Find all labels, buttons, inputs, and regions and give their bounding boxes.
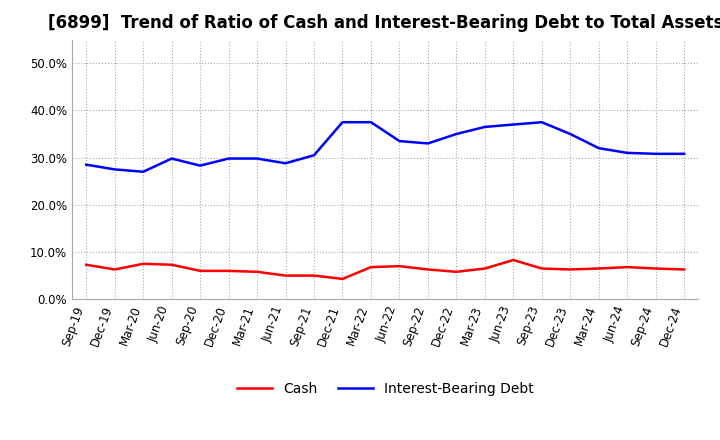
Interest-Bearing Debt	[509, 122, 518, 127]
Interest-Bearing Debt	[566, 132, 575, 137]
Interest-Bearing Debt	[480, 124, 489, 129]
Interest-Bearing Debt	[167, 156, 176, 161]
Interest-Bearing Debt	[452, 132, 461, 137]
Cash	[680, 267, 688, 272]
Cash	[82, 262, 91, 268]
Interest-Bearing Debt	[139, 169, 148, 174]
Cash	[566, 267, 575, 272]
Interest-Bearing Debt	[423, 141, 432, 146]
Interest-Bearing Debt	[366, 120, 375, 125]
Cash	[480, 266, 489, 271]
Cash	[395, 264, 404, 269]
Interest-Bearing Debt	[595, 146, 603, 151]
Interest-Bearing Debt	[225, 156, 233, 161]
Interest-Bearing Debt	[338, 120, 347, 125]
Interest-Bearing Debt	[537, 120, 546, 125]
Title: [6899]  Trend of Ratio of Cash and Interest-Bearing Debt to Total Assets: [6899] Trend of Ratio of Cash and Intere…	[48, 15, 720, 33]
Cash	[253, 269, 261, 275]
Interest-Bearing Debt	[110, 167, 119, 172]
Interest-Bearing Debt	[652, 151, 660, 157]
Cash	[509, 257, 518, 263]
Interest-Bearing Debt	[82, 162, 91, 167]
Cash	[225, 268, 233, 274]
Cash	[167, 262, 176, 268]
Interest-Bearing Debt	[310, 153, 318, 158]
Line: Interest-Bearing Debt: Interest-Bearing Debt	[86, 122, 684, 172]
Interest-Bearing Debt	[253, 156, 261, 161]
Cash	[310, 273, 318, 278]
Cash	[537, 266, 546, 271]
Interest-Bearing Debt	[623, 150, 631, 155]
Interest-Bearing Debt	[196, 163, 204, 168]
Interest-Bearing Debt	[395, 139, 404, 144]
Cash	[282, 273, 290, 278]
Cash	[139, 261, 148, 267]
Cash	[110, 267, 119, 272]
Cash	[595, 266, 603, 271]
Cash	[452, 269, 461, 275]
Legend: Cash, Interest-Bearing Debt: Cash, Interest-Bearing Debt	[231, 376, 539, 401]
Cash	[652, 266, 660, 271]
Interest-Bearing Debt	[680, 151, 688, 157]
Cash	[623, 264, 631, 270]
Cash	[366, 264, 375, 270]
Cash	[423, 267, 432, 272]
Line: Cash: Cash	[86, 260, 684, 279]
Cash	[338, 276, 347, 282]
Interest-Bearing Debt	[282, 161, 290, 166]
Cash	[196, 268, 204, 274]
